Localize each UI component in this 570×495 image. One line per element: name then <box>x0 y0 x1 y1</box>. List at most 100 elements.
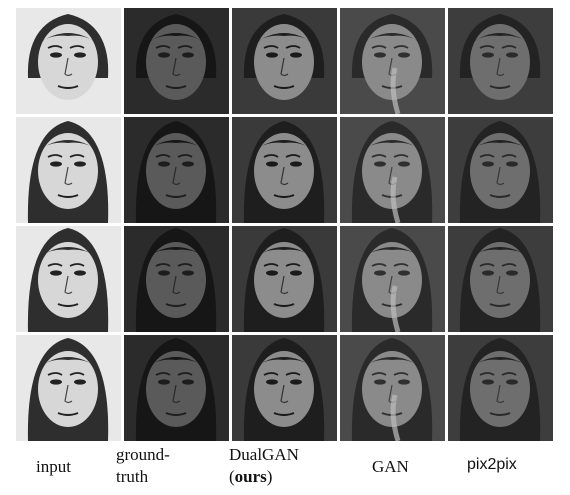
face-shape <box>146 351 206 427</box>
right-eyebrow <box>69 263 85 267</box>
right-eye <box>506 161 518 167</box>
right-eyebrow <box>393 154 409 158</box>
face-illustration <box>232 117 337 223</box>
hair-fringe <box>38 140 98 151</box>
nose <box>64 166 73 186</box>
left-eye <box>266 379 278 385</box>
mouth <box>165 303 187 307</box>
nose <box>172 166 181 186</box>
right-eye <box>74 52 86 58</box>
left-eyebrow <box>263 45 279 49</box>
face-illustration <box>448 8 553 114</box>
face-illustration <box>16 226 121 332</box>
hair-fringe <box>362 247 422 258</box>
hair-fringe <box>362 357 422 368</box>
right-eye <box>182 161 194 167</box>
left-eyebrow <box>47 372 63 376</box>
face-shape <box>254 133 314 209</box>
face-shape <box>470 351 530 427</box>
right-eye <box>182 379 194 385</box>
face-illustration <box>124 335 229 441</box>
nose <box>280 57 289 77</box>
left-eye <box>50 161 62 167</box>
right-eye <box>290 52 302 58</box>
face-shape <box>362 24 422 100</box>
face-image-gan-row1 <box>340 8 445 114</box>
hair-fringe <box>146 357 206 368</box>
hair-fringe <box>146 33 206 44</box>
mouth <box>57 194 79 198</box>
face-shape <box>362 242 422 318</box>
face-illustration <box>16 8 121 114</box>
hair-fringe <box>470 140 530 151</box>
mouth <box>273 85 295 89</box>
nose <box>64 57 73 77</box>
face-image-pix2pix-row1 <box>448 8 553 114</box>
nose <box>496 275 505 295</box>
mouth <box>57 412 79 416</box>
left-eyebrow <box>155 45 171 49</box>
left-eyebrow <box>47 263 63 267</box>
mouth <box>273 412 295 416</box>
left-eye <box>482 270 494 276</box>
label-dualgan-ours: ours <box>234 467 267 486</box>
face-image-gan-row2 <box>340 117 445 223</box>
hair-fringe <box>38 33 98 44</box>
face-image-dualgan-row1 <box>232 8 337 114</box>
mouth <box>273 303 295 307</box>
mouth <box>489 85 511 89</box>
left-eye <box>50 270 62 276</box>
right-eyebrow <box>177 263 193 267</box>
left-eye <box>158 270 170 276</box>
face-shape <box>362 351 422 427</box>
label-ground-truth-line2: truth <box>116 467 149 486</box>
label-ground-truth-line1: ground- <box>116 445 170 464</box>
face-shape <box>470 242 530 318</box>
left-eye <box>158 161 170 167</box>
hair-fringe <box>254 247 314 258</box>
right-eye <box>74 161 86 167</box>
right-eyebrow <box>285 263 301 267</box>
right-eye <box>398 161 410 167</box>
gan-artifact <box>390 285 401 332</box>
face-image-gan-row3 <box>340 226 445 332</box>
face-shape <box>146 133 206 209</box>
right-eye <box>74 379 86 385</box>
left-eye <box>266 52 278 58</box>
nose <box>496 384 505 404</box>
right-eyebrow <box>501 154 517 158</box>
face-image-input-row1 <box>16 8 121 114</box>
mouth <box>489 412 511 416</box>
face-shape <box>470 133 530 209</box>
face-illustration <box>448 226 553 332</box>
right-eyebrow <box>177 372 193 376</box>
face-image-ground-truth-row2 <box>124 117 229 223</box>
left-eyebrow <box>47 154 63 158</box>
hair-fringe <box>362 33 422 44</box>
mouth <box>165 194 187 198</box>
mouth <box>57 85 79 89</box>
face-illustration <box>232 8 337 114</box>
right-eyebrow <box>69 154 85 158</box>
right-eye <box>398 270 410 276</box>
hair-fringe <box>362 140 422 151</box>
face-shape <box>146 24 206 100</box>
label-dualgan-line2: (ours) <box>229 466 329 488</box>
label-input: input <box>36 457 71 476</box>
face-illustration <box>448 117 553 223</box>
left-eye <box>374 161 386 167</box>
left-eyebrow <box>263 263 279 267</box>
left-eye <box>158 52 170 58</box>
left-eyebrow <box>263 154 279 158</box>
right-eyebrow <box>501 263 517 267</box>
face-shape <box>470 24 530 100</box>
left-eye <box>374 52 386 58</box>
gan-artifact <box>390 176 401 223</box>
right-eyebrow <box>285 45 301 49</box>
face-shape <box>146 242 206 318</box>
left-eyebrow <box>479 154 495 158</box>
nose <box>280 384 289 404</box>
label-pix2pix: pix2pix <box>467 456 517 473</box>
face-image-input-row4 <box>16 335 121 441</box>
face-image-dualgan-row3 <box>232 226 337 332</box>
